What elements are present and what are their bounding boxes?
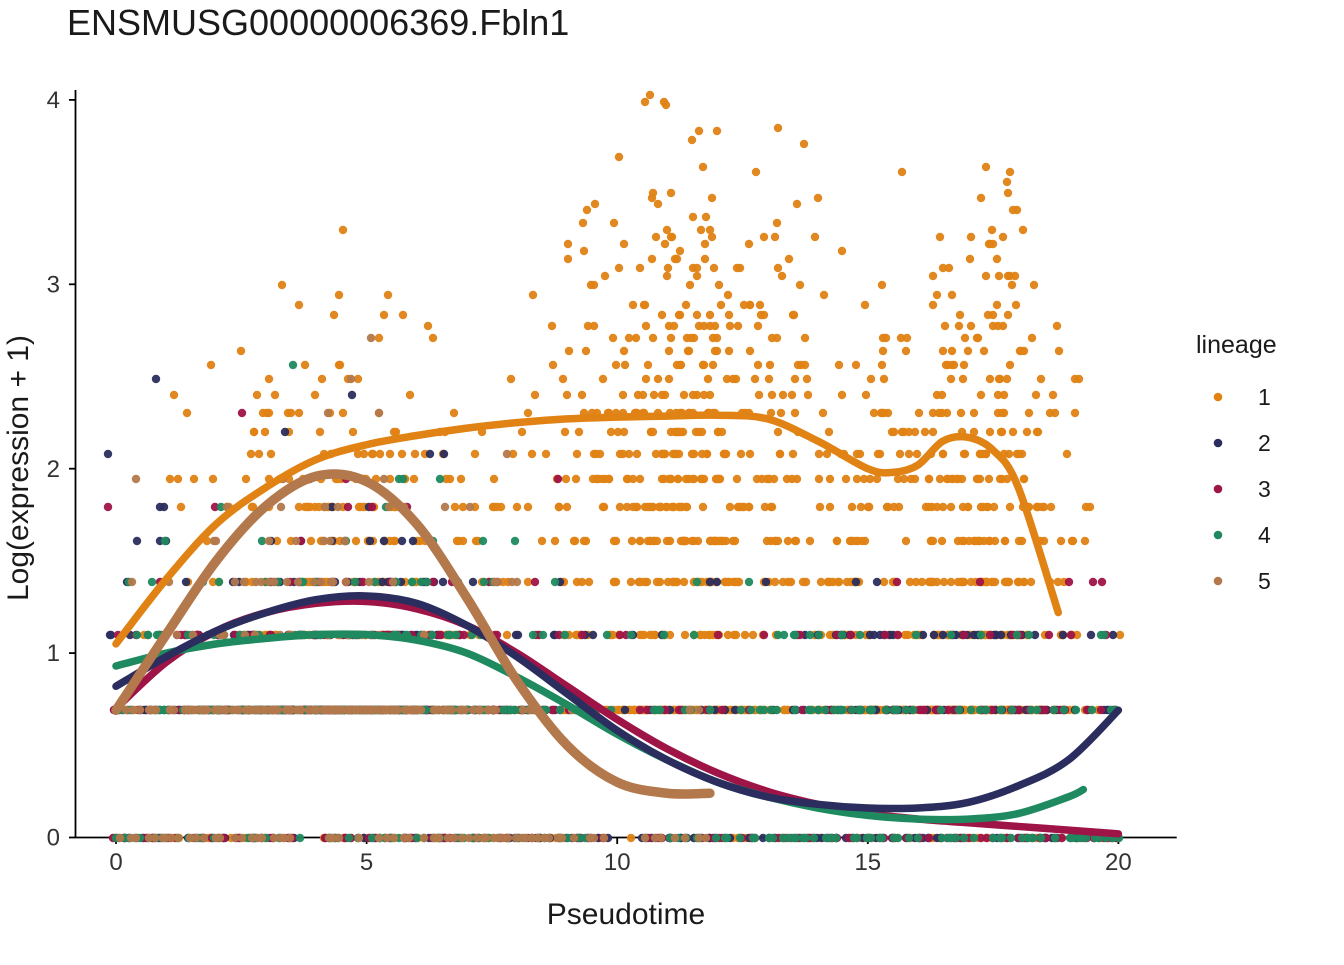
svg-text:2: 2	[1258, 430, 1271, 456]
svg-text:2: 2	[47, 456, 60, 483]
svg-text:4: 4	[47, 87, 60, 114]
svg-text:4: 4	[1258, 522, 1271, 548]
svg-text:0: 0	[109, 849, 122, 876]
svg-text:Pseudotime: Pseudotime	[547, 898, 705, 931]
svg-text:10: 10	[604, 849, 631, 876]
svg-text:20: 20	[1105, 849, 1132, 876]
svg-text:3: 3	[1258, 476, 1271, 502]
svg-text:5: 5	[360, 849, 373, 876]
svg-text:1: 1	[47, 640, 60, 667]
svg-text:3: 3	[47, 271, 60, 298]
svg-text:5: 5	[1258, 568, 1271, 594]
svg-text:Log(expression + 1): Log(expression + 1)	[2, 335, 35, 601]
svg-text:15: 15	[854, 849, 881, 876]
svg-text:lineage: lineage	[1196, 331, 1277, 359]
svg-text:1: 1	[1258, 384, 1271, 410]
svg-text:0: 0	[47, 825, 60, 852]
